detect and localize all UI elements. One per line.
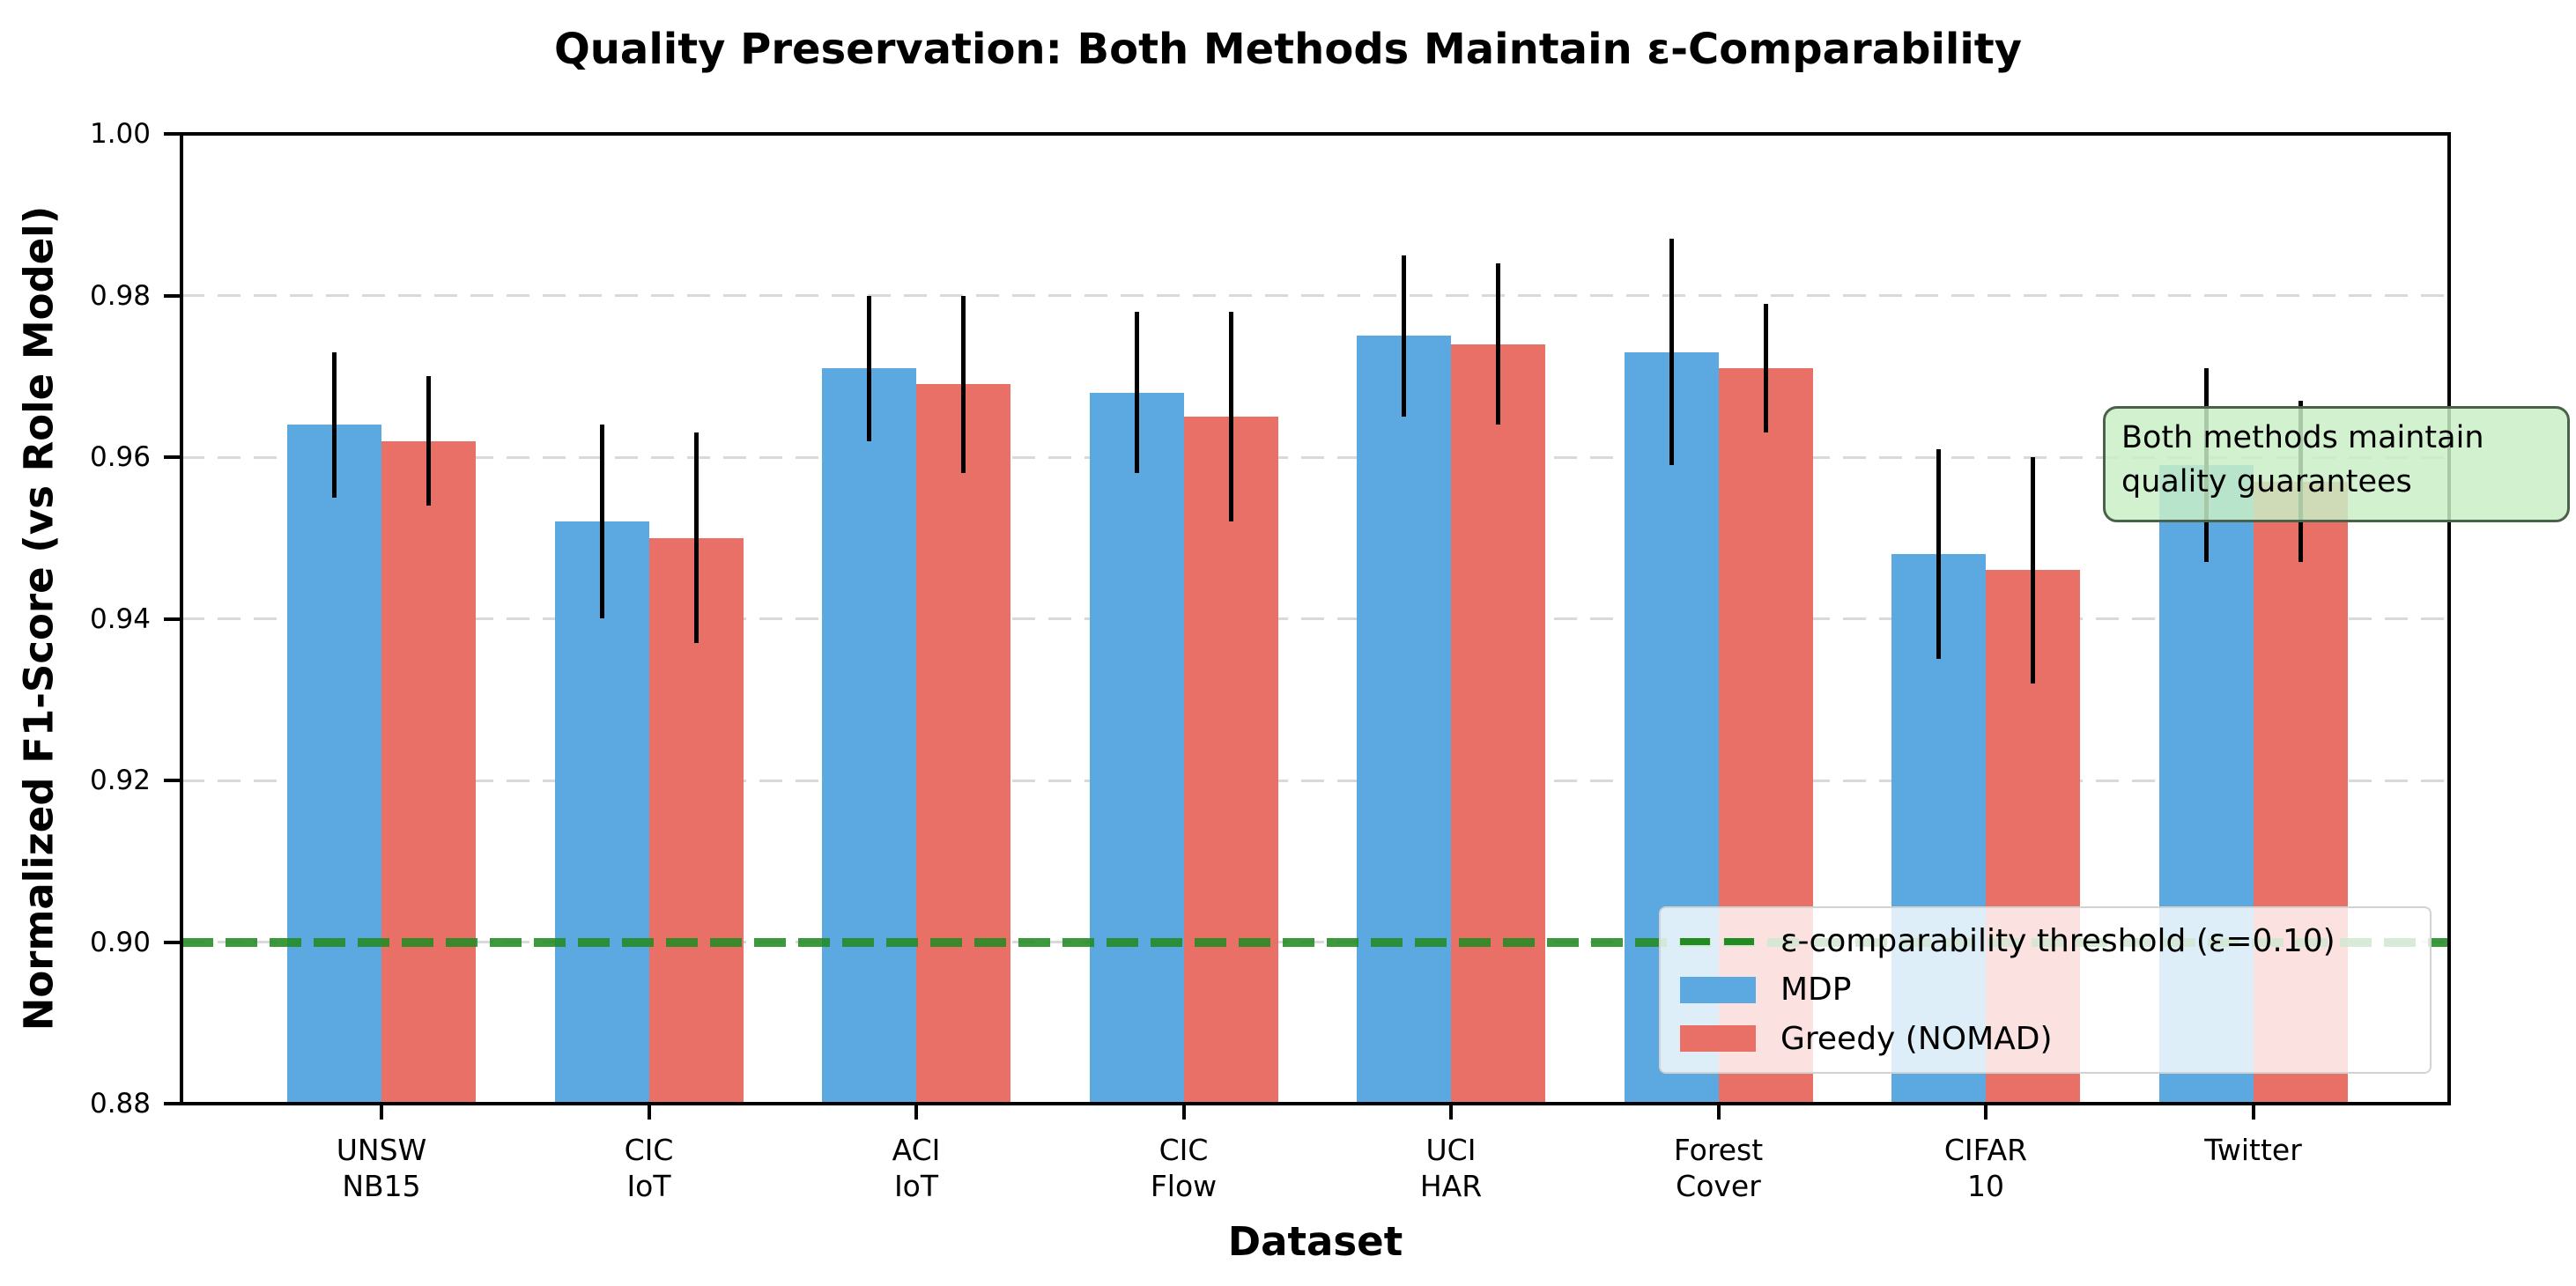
error-bar-mdp-6 [1936,448,1941,660]
error-bar-mdp-3 [1134,311,1139,474]
x-tick-label-line: UCI [1425,1133,1477,1167]
x-tick-label-line: IoT [893,1169,939,1203]
bottom-spine [181,1102,2449,1105]
x-tick-3 [1181,1104,1186,1120]
y-tick-0.94 [164,617,181,621]
x-tick-label-line: Cover [1676,1169,1761,1203]
x-tick-1 [647,1104,651,1120]
x-tick-label-3: CIC Flow [1034,1132,1334,1204]
x-tick-6 [1984,1104,1988,1120]
bar-mdp-4 [1357,336,1451,1104]
bar-greedy-nomad-0 [381,440,476,1104]
error-bar-greedy-nomad-2 [961,295,966,474]
x-tick-label-line: 10 [1967,1169,2004,1203]
x-axis-label: Dataset [1227,1218,1403,1265]
x-tick-label-line: NB15 [342,1169,421,1203]
x-tick-label-line: CIC [624,1133,674,1167]
x-tick-label-0: UNSW NB15 [232,1132,531,1204]
x-tick-label-line: UNSW [336,1133,427,1167]
x-tick-7 [2251,1104,2255,1120]
y-tick-0.88 [164,1102,181,1105]
bar-mdp-0 [287,425,381,1104]
x-tick-label-line: Forest [1673,1133,1764,1167]
y-tick-label-0.96: 0.96 [89,441,151,473]
error-bar-mdp-1 [599,425,604,619]
y-tick-label-0.98: 0.98 [89,279,151,312]
y-tick-label-0.92: 0.92 [89,765,151,796]
x-tick-label-line: HAR [1419,1169,1483,1203]
left-spine [180,132,183,1105]
x-tick-5 [1716,1104,1721,1120]
error-bar-greedy-nomad-6 [2031,457,2035,684]
y-tick-label-0.88: 0.88 [89,1088,151,1120]
top-spine [181,132,2449,136]
error-bar-greedy-nomad-4 [1496,262,1500,425]
error-bar-greedy-nomad-3 [1228,311,1233,522]
x-tick-label-line: IoT [626,1169,671,1203]
bar-greedy-nomad-4 [1451,344,1545,1104]
error-bar-greedy-nomad-1 [693,432,699,644]
bar-mdp-3 [1089,392,1184,1104]
legend-entry-threshold: ε-comparability threshold (ε=0.10) [1680,923,2410,959]
bar-mdp-2 [822,368,916,1104]
error-bar-mdp-2 [867,295,871,441]
x-tick-4 [1449,1104,1453,1120]
annotation-text-line1: Both methods maintain [2121,420,2484,455]
error-bar-greedy-nomad-5 [1763,303,1768,433]
x-tick-label-line: CIC [1158,1133,1209,1167]
x-tick-label-4: UCI HAR [1301,1132,1601,1204]
legend-entry-greedy: Greedy (NOMAD) [1680,1021,2410,1057]
y-tick-0.92 [164,779,181,782]
x-tick-label-5: Forest Cover [1569,1132,1869,1204]
y-tick-label-1.00: 1.00 [89,118,151,150]
legend-mdp-label: MDP [1780,972,1852,1009]
error-bar-greedy-nomad-0 [426,376,431,506]
x-tick-2 [914,1104,918,1120]
annotation-box: Both methods maintain quality guarantees [2103,406,2570,522]
bar-greedy-nomad-2 [916,384,1010,1104]
y-tick-label-0.90: 0.90 [89,926,151,958]
bar-greedy-nomad-3 [1183,417,1278,1104]
gridline-0.94 [181,617,2449,620]
y-tick-label-0.94: 0.94 [89,602,151,635]
annotation-text-line2: quality guarantees [2121,464,2412,499]
epsilon-threshold-line [181,937,2449,947]
mdp-color-swatch-icon [1680,976,1756,1003]
gridline-0.96 [181,455,2449,459]
x-tick-0 [380,1104,383,1120]
x-tick-label-line: ACI [892,1133,941,1167]
x-tick-label-7: Twitter [2104,1132,2403,1168]
legend: ε-comparability threshold (ε=0.10) MDP G… [1659,906,2432,1074]
threshold-dashed-line-icon [1680,937,1756,945]
right-spine [2447,132,2451,1105]
greedy-color-swatch-icon [1680,1025,1756,1053]
bar-mdp-1 [554,521,649,1104]
x-tick-label-line: CIFAR [1943,1133,2028,1167]
x-tick-label-6: CIFAR 10 [1836,1132,2136,1204]
legend-threshold-label: ε-comparability threshold (ε=0.10) [1780,923,2335,960]
legend-greedy-label: Greedy (NOMAD) [1780,1020,2053,1057]
legend-entry-mdp: MDP [1680,972,2410,1008]
y-tick-1.00 [164,132,181,136]
y-tick-0.90 [164,940,181,944]
x-tick-label-line: Twitter [2204,1133,2302,1167]
gridline-0.92 [181,779,2449,782]
x-tick-label-2: ACI IoT [766,1132,1066,1204]
chart-title: Quality Preservation: Both Methods Maint… [553,25,2023,74]
error-bar-mdp-4 [1402,255,1406,418]
y-tick-0.98 [164,293,181,298]
error-bar-mdp-0 [332,351,337,498]
error-bar-mdp-5 [1669,239,1674,466]
gridline-0.98 [181,294,2449,297]
x-tick-label-line: Flow [1150,1169,1218,1203]
y-tick-0.96 [164,455,181,459]
x-tick-label-1: CIC IoT [500,1132,799,1204]
